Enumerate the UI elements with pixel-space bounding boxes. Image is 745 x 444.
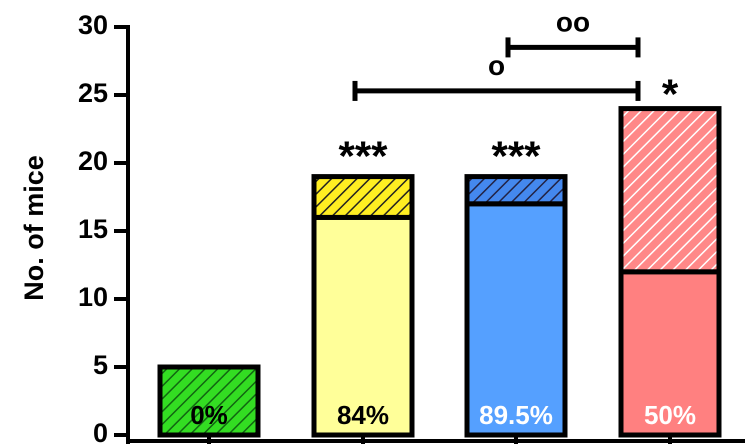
y-tick-label: 20 [78,146,108,176]
bar-top-segment [618,106,722,275]
significance-stars: *** [491,133,541,180]
bar-bottom-segment [464,201,568,438]
y-tick-label: 25 [78,78,108,108]
bar-top-segment [311,174,415,220]
bracket-label: o [488,50,505,81]
bar-1: 84% *** [311,133,415,438]
significance-stars: * [662,71,679,118]
y-axis-title: No. of mice [19,155,49,301]
y-tick-label: 15 [78,214,108,244]
y-axis: 0 5 10 15 20 25 30 [78,10,745,444]
y-tick-label: 30 [78,10,108,40]
significance-stars: *** [338,133,388,180]
percent-label: 50% [644,400,696,430]
bar-bottom-segment [157,364,261,438]
bar-3: 50% * [618,71,722,438]
comparison-bracket-0: o [352,50,641,101]
bar-bottom-segment [311,214,415,438]
bracket-label: oo [556,6,590,37]
percent-label: 89.5% [479,400,553,430]
y-tick-label: 5 [93,350,108,380]
bars: 0% 84% *** 89.5% *** 50% * [157,71,722,438]
bar-bottom-segment [618,269,722,438]
bar-0: 0% [157,364,261,438]
comparison-bracket-1: oo [505,6,641,58]
y-tick-label: 10 [78,282,108,312]
percent-label: 0% [190,400,228,430]
y-tick-label: 0 [93,418,108,444]
bar-2: 89.5% *** [464,133,568,438]
bar-top-segment [464,174,568,207]
significance-annotations: ooo [352,6,641,101]
percent-label: 84% [337,400,389,430]
